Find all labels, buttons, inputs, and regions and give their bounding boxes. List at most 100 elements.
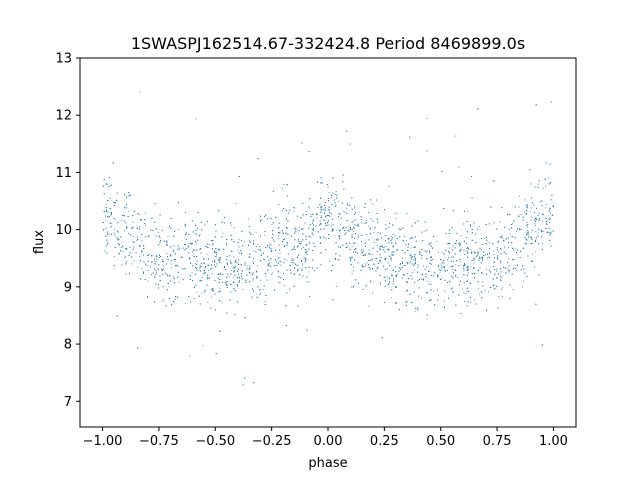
data-point xyxy=(489,286,491,288)
data-point xyxy=(396,249,398,251)
data-point xyxy=(539,218,541,220)
data-point xyxy=(340,217,342,219)
data-point xyxy=(184,268,186,270)
data-point xyxy=(301,228,303,230)
data-point xyxy=(409,254,411,256)
data-point xyxy=(114,219,116,221)
data-point xyxy=(219,330,221,332)
data-point xyxy=(313,220,314,222)
data-point xyxy=(170,246,172,248)
data-point xyxy=(124,257,126,258)
data-point xyxy=(415,240,417,242)
data-point xyxy=(218,248,219,250)
data-point xyxy=(451,227,453,228)
data-point xyxy=(546,231,548,233)
data-point xyxy=(395,271,397,273)
data-point xyxy=(242,384,244,386)
data-point xyxy=(512,220,514,222)
data-point xyxy=(182,268,184,270)
data-point xyxy=(410,254,412,256)
data-point xyxy=(170,254,172,256)
data-point xyxy=(368,249,370,251)
data-point xyxy=(219,290,221,292)
data-point xyxy=(432,259,433,260)
data-point xyxy=(286,242,288,244)
data-point xyxy=(553,230,554,231)
data-point xyxy=(550,233,552,235)
data-point xyxy=(105,245,107,247)
data-point xyxy=(379,260,381,262)
data-point xyxy=(409,136,411,138)
data-point xyxy=(314,246,316,247)
data-point xyxy=(186,239,187,240)
data-point xyxy=(283,245,285,246)
data-point xyxy=(105,203,107,205)
chart-title: 1SWASPJ162514.67-332424.8 Period 8469899… xyxy=(131,34,525,53)
data-point xyxy=(154,276,156,278)
data-point xyxy=(294,273,295,275)
data-point xyxy=(309,241,310,243)
data-point xyxy=(132,246,134,248)
data-point xyxy=(214,260,215,262)
data-point xyxy=(471,260,473,261)
data-point xyxy=(437,274,439,276)
data-point xyxy=(230,234,232,236)
data-point xyxy=(158,232,159,234)
data-point xyxy=(215,309,216,311)
data-point xyxy=(161,268,163,270)
data-point xyxy=(398,309,400,311)
data-point xyxy=(504,226,506,228)
data-point xyxy=(284,284,285,286)
data-point xyxy=(301,268,303,270)
data-point xyxy=(106,252,108,254)
data-point xyxy=(223,248,225,250)
data-point xyxy=(312,213,314,215)
data-point xyxy=(332,192,334,194)
data-point xyxy=(124,194,126,196)
data-point xyxy=(392,269,394,271)
data-point xyxy=(147,270,149,271)
data-point xyxy=(233,241,235,243)
data-point xyxy=(493,262,495,263)
data-point xyxy=(151,274,152,275)
data-point xyxy=(475,242,477,244)
data-point xyxy=(275,259,277,261)
data-point xyxy=(241,240,242,242)
data-point xyxy=(390,258,392,260)
data-point xyxy=(406,213,408,214)
data-point xyxy=(308,227,310,229)
data-point xyxy=(286,227,288,229)
data-point xyxy=(249,231,251,233)
data-point xyxy=(122,251,124,252)
data-point xyxy=(459,243,461,245)
data-point xyxy=(485,224,487,225)
data-point xyxy=(229,275,231,277)
data-point xyxy=(174,282,176,284)
data-point xyxy=(379,246,381,247)
data-point xyxy=(403,274,405,276)
data-point xyxy=(301,241,302,243)
data-point xyxy=(501,276,503,278)
data-point xyxy=(280,264,282,266)
data-point xyxy=(195,118,197,120)
data-point xyxy=(278,235,279,237)
data-point xyxy=(267,245,269,247)
data-point xyxy=(187,245,189,247)
data-point xyxy=(172,251,174,252)
data-point xyxy=(338,216,339,217)
data-point xyxy=(513,220,515,222)
data-point xyxy=(302,246,304,248)
data-point xyxy=(437,266,439,268)
data-point xyxy=(277,262,279,264)
data-point xyxy=(530,183,532,185)
data-point xyxy=(204,291,206,293)
data-point xyxy=(405,244,407,246)
data-point xyxy=(207,221,208,222)
data-point xyxy=(207,301,209,303)
data-point xyxy=(415,307,417,309)
data-point xyxy=(136,240,138,242)
data-point xyxy=(129,234,131,236)
data-point xyxy=(421,274,423,276)
data-point xyxy=(165,263,167,265)
data-point xyxy=(526,239,528,241)
